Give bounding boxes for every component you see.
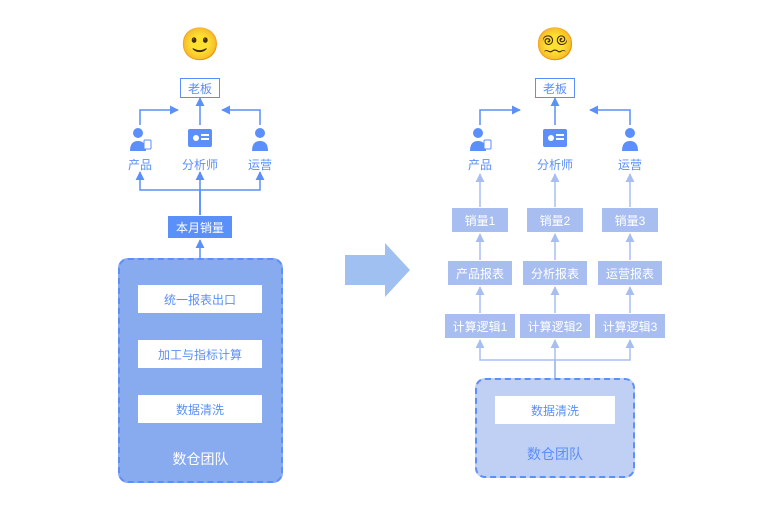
report-2: 分析报表 bbox=[523, 261, 587, 285]
sales1-label: 销量1 bbox=[465, 212, 496, 229]
clean-label: 数据清洗 bbox=[531, 402, 579, 419]
role-label-ops-r: 运营 bbox=[610, 156, 650, 173]
product-icon bbox=[128, 126, 152, 157]
right-team-container: 数仓团队 bbox=[475, 378, 635, 478]
sales3-label: 销量3 bbox=[615, 212, 646, 229]
boss-label: 老板 bbox=[188, 80, 212, 97]
logic2-label: 计算逻辑2 bbox=[528, 318, 583, 335]
step-3-node: 数据清洗 bbox=[138, 395, 262, 423]
report3-label: 运营报表 bbox=[606, 265, 654, 282]
monthly-label: 本月销量 bbox=[176, 219, 224, 236]
step1-label: 统一报表出口 bbox=[164, 291, 236, 308]
logic-2: 计算逻辑2 bbox=[520, 314, 590, 338]
step2-label: 加工与指标计算 bbox=[158, 346, 242, 363]
left-boss-node: 老板 bbox=[180, 78, 220, 98]
report-1: 产品报表 bbox=[448, 261, 512, 285]
step-1-node: 统一报表出口 bbox=[138, 285, 262, 313]
logic-1: 计算逻辑1 bbox=[445, 314, 515, 338]
step3-label: 数据清洗 bbox=[176, 401, 224, 418]
sales-3: 销量3 bbox=[602, 208, 658, 232]
monthly-sales-node: 本月销量 bbox=[168, 216, 232, 238]
right-clean-node: 数据清洗 bbox=[495, 396, 615, 424]
ops-icon bbox=[248, 126, 272, 157]
boss-label-r: 老板 bbox=[543, 80, 567, 97]
emoji-happy: 🙂 bbox=[180, 25, 220, 63]
report2-label: 分析报表 bbox=[531, 265, 579, 282]
sales2-label: 销量2 bbox=[540, 212, 571, 229]
left-team-label: 数仓团队 bbox=[120, 449, 281, 469]
logic-3: 计算逻辑3 bbox=[595, 314, 665, 338]
analyst-icon bbox=[186, 126, 214, 157]
role-label-ops: 运营 bbox=[240, 156, 280, 173]
right-team-label: 数仓团队 bbox=[477, 444, 633, 464]
role-label-product-r: 产品 bbox=[460, 156, 500, 173]
product-icon-r bbox=[468, 126, 492, 157]
right-boss-node: 老板 bbox=[535, 78, 575, 98]
emoji-dizzy: 😵‍💫 bbox=[535, 25, 575, 63]
sales-2: 销量2 bbox=[527, 208, 583, 232]
role-label-analyst-r: 分析师 bbox=[535, 156, 575, 173]
analyst-icon-r bbox=[541, 126, 569, 157]
report1-label: 产品报表 bbox=[456, 265, 504, 282]
ops-icon-r bbox=[618, 126, 642, 157]
role-label-analyst: 分析师 bbox=[180, 156, 220, 173]
report-3: 运营报表 bbox=[598, 261, 662, 285]
logic3-label: 计算逻辑3 bbox=[603, 318, 658, 335]
logic1-label: 计算逻辑1 bbox=[453, 318, 508, 335]
role-label-product: 产品 bbox=[120, 156, 160, 173]
step-2-node: 加工与指标计算 bbox=[138, 340, 262, 368]
sales-1: 销量1 bbox=[452, 208, 508, 232]
